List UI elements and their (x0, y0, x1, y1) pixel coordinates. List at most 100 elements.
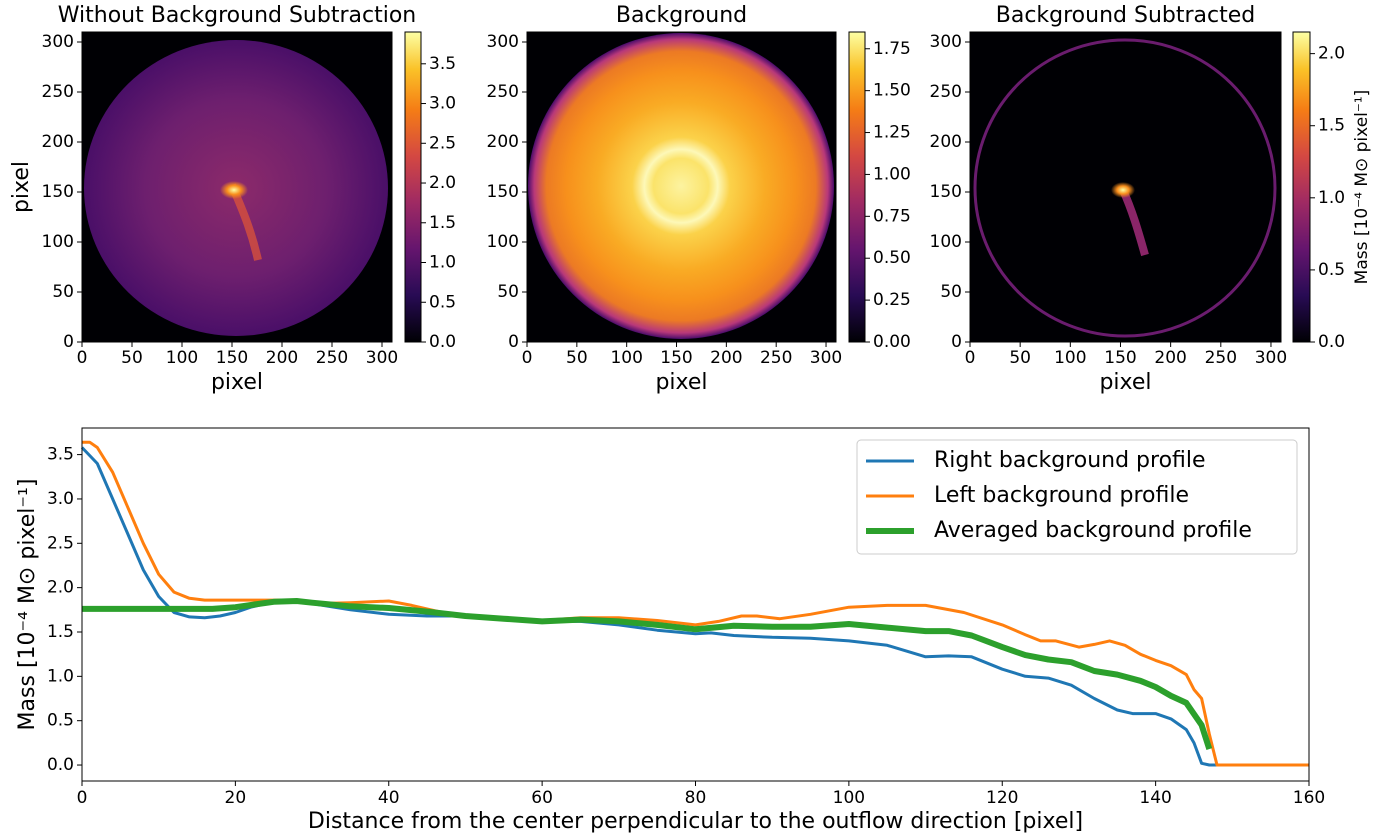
y-tick-label: 100 (930, 232, 962, 252)
y-tick-label: 3.5 (47, 445, 74, 465)
axes-frame (81, 31, 393, 343)
colorbar-tick-label: 0.5 (1318, 260, 1345, 280)
y-tick-label: 100 (487, 232, 519, 252)
x-tick-label: 50 (566, 348, 588, 368)
colorbar-tick-label: 0.0 (1318, 332, 1345, 352)
y-tick-label: 1.0 (47, 666, 74, 686)
y-tick-label: 300 (487, 32, 519, 52)
x-tick-label: 80 (685, 788, 707, 808)
x-tick-label: 60 (531, 788, 553, 808)
colorbar-frame (848, 31, 866, 343)
x-tick-label: 50 (1009, 348, 1031, 368)
x-tick-label: 0 (522, 348, 533, 368)
heatmap-image (970, 32, 1281, 342)
x-tick-label: 0 (77, 348, 88, 368)
x-tick-label: 250 (1205, 348, 1237, 368)
y-axis-label: pixel (9, 161, 34, 213)
panel-title: Background (616, 3, 747, 28)
legend-label: Left background profile (934, 483, 1189, 508)
panel-title: Without Background Subtraction (58, 3, 416, 28)
y-tick-label: 250 (487, 82, 519, 102)
x-tick-label: 300 (810, 348, 842, 368)
x-axis-label: Distance from the center perpendicular t… (308, 809, 1083, 834)
x-tick-label: 20 (225, 788, 247, 808)
x-tick-label: 100 (833, 788, 865, 808)
colorbar-tick-label: 0.50 (873, 248, 911, 268)
y-tick-label: 0 (63, 332, 74, 352)
colorbar-frame (1292, 31, 1311, 343)
heatmap-image (82, 32, 392, 342)
x-tick-label: 120 (986, 788, 1018, 808)
x-tick-label: 300 (366, 348, 398, 368)
y-tick-label: 2.0 (47, 578, 74, 598)
colorbar-tick-label: 2.0 (429, 173, 456, 193)
y-tick-label: 0.5 (47, 711, 74, 731)
y-tick-label: 300 (42, 32, 74, 52)
x-axis-label: pixel (211, 370, 263, 395)
x-tick-label: 200 (710, 348, 742, 368)
y-tick-label: 100 (42, 232, 74, 252)
line-series (82, 598, 1213, 751)
y-tick-label: 2.5 (47, 533, 74, 553)
colorbar (405, 32, 421, 342)
colorbar-tick-label: 0.00 (873, 332, 911, 352)
colorbar-tick-label: 1.00 (873, 164, 911, 184)
colorbar-tick-label: 0.0 (429, 332, 456, 352)
y-tick-label: 150 (930, 182, 962, 202)
y-tick-label: 1.5 (47, 622, 74, 642)
x-tick-label: 150 (660, 348, 692, 368)
y-axis-label: Mass [10⁻⁴ M⊙ pixel⁻¹] (15, 479, 40, 731)
colorbar-tick-label: 0.5 (429, 292, 456, 312)
y-tick-label: 50 (940, 282, 962, 302)
y-tick-label: 0.0 (47, 755, 74, 775)
colorbar-tick-label: 3.5 (429, 54, 456, 74)
colorbar-tick-label: 1.75 (873, 39, 911, 59)
colorbar-tick-label: 2.0 (1318, 44, 1345, 64)
x-tick-label: 100 (610, 348, 642, 368)
y-tick-label: 200 (42, 132, 74, 152)
colorbar (1293, 32, 1310, 342)
x-tick-label: 160 (1293, 788, 1325, 808)
colorbar-tick-label: 0.75 (873, 206, 911, 226)
legend-box (856, 439, 1298, 555)
y-tick-label: 150 (42, 182, 74, 202)
legend-label: Averaged background profile (934, 518, 1252, 543)
colorbar-tick-label: 0.25 (873, 290, 911, 310)
colorbar-tick-label: 1.50 (873, 81, 911, 101)
colorbar-tick-label: 3.0 (429, 94, 456, 114)
y-tick-label: 250 (930, 82, 962, 102)
x-tick-label: 150 (1104, 348, 1136, 368)
x-tick-label: 140 (1139, 788, 1171, 808)
colorbar-tick-label: 2.5 (429, 133, 456, 153)
x-tick-label: 0 (965, 348, 976, 368)
colorbar (849, 32, 865, 342)
x-tick-label: 250 (760, 348, 792, 368)
axes-frame (526, 31, 837, 343)
x-tick-label: 200 (266, 348, 298, 368)
line-series (82, 440, 1309, 767)
x-axis-label: pixel (1099, 370, 1151, 395)
x-tick-label: 100 (166, 348, 198, 368)
line-series (80, 446, 1309, 767)
colorbar-tick-label: 1.5 (1318, 116, 1345, 136)
y-tick-label: 150 (487, 182, 519, 202)
y-tick-label: 50 (52, 282, 74, 302)
x-tick-label: 200 (1154, 348, 1186, 368)
x-tick-label: 150 (216, 348, 248, 368)
y-tick-label: 200 (930, 132, 962, 152)
colorbar-label: Mass [10⁻⁴ M⊙ pixel⁻¹] (1352, 90, 1372, 285)
y-tick-label: 0 (951, 332, 962, 352)
y-tick-label: 3.0 (47, 489, 74, 509)
x-tick-label: 50 (121, 348, 143, 368)
y-tick-label: 0 (508, 332, 519, 352)
x-tick-label: 250 (316, 348, 348, 368)
y-tick-label: 250 (42, 82, 74, 102)
y-tick-label: 50 (497, 282, 519, 302)
colorbar-frame (404, 31, 422, 343)
panel-title: Background Subtracted (996, 3, 1256, 28)
legend-label: Right background profile (934, 448, 1206, 473)
axes-frame (969, 31, 1282, 343)
x-axis-label: pixel (655, 370, 707, 395)
